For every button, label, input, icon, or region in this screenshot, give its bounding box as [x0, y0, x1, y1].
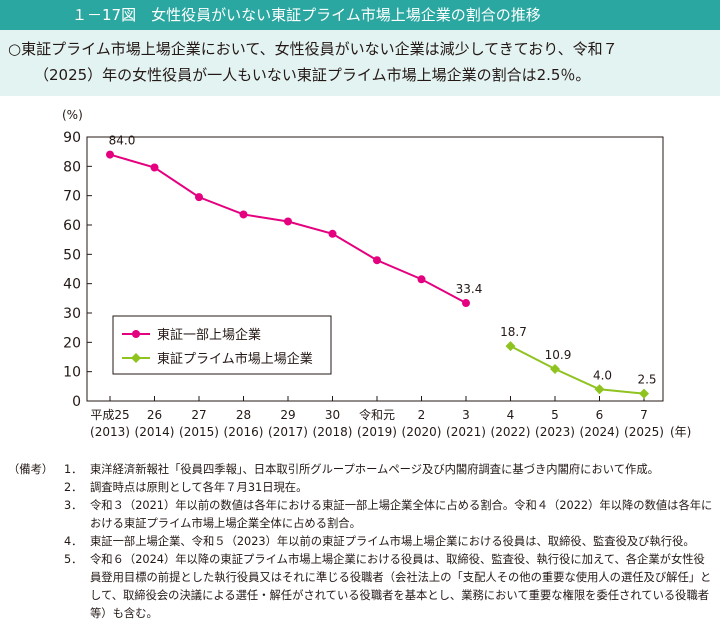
- data-label: 4.0: [593, 368, 612, 382]
- legend-label: 東証プライム市場上場企業: [157, 351, 313, 367]
- y-tick-label: 20: [63, 335, 81, 351]
- note-text: 令和６（2024）年以降の東証プライム市場上場企業における役員は、取締役、監査役…: [90, 553, 712, 620]
- note-text: 調査時点は原則として各年７月31日現在。: [90, 481, 308, 494]
- note-text: 東証一部上場企業、令和５（2023）年以前の東証プライム市場上場企業における役員…: [90, 535, 695, 548]
- series-2: 18.7 10.9 4.0 2.5: [500, 325, 657, 399]
- data-label: 84.0: [109, 134, 136, 148]
- x-tick-year: (2019): [357, 425, 397, 439]
- x-tick-label: 5: [551, 408, 559, 422]
- note-row: 2． 調査時点は原則として各年７月31日現在。: [8, 479, 714, 497]
- y-tick-label: 0: [72, 394, 81, 410]
- note-row: 5． 令和６（2024）年以降の東証プライム市場上場企業における役員は、取締役、…: [8, 551, 714, 623]
- note-text: 東洋経済新報社「役員四季報」、日本取引所グループホームページ及び内閣府調査に基づ…: [90, 463, 659, 476]
- y-tick-label: 70: [63, 189, 81, 205]
- y-axis-unit: (%): [62, 108, 83, 122]
- data-label: 2.5: [637, 373, 656, 387]
- x-tick-label: 4: [507, 408, 515, 422]
- data-point: [417, 275, 426, 284]
- y-tick-label: 50: [63, 247, 81, 263]
- x-tick-label: 27: [191, 408, 206, 422]
- x-tick-year: (2016): [224, 425, 264, 439]
- data-point: [639, 388, 649, 399]
- x-tick-year: (2017): [268, 425, 308, 439]
- x-tick-labels: 平成25(2013)26(2014)27(2015)28(2016)29(201…: [90, 407, 691, 439]
- figure-title: １－17図 女性役員がいない東証プライム市場上場企業の割合の推移: [0, 0, 720, 30]
- x-tick-label: 3: [462, 408, 470, 422]
- note-number: 5．: [64, 553, 83, 566]
- x-tick-year: (2013): [90, 425, 130, 439]
- note-row: 3． 令和３（2021）年以前の数値は各年における東証一部上場企業全体に占める割…: [8, 497, 714, 533]
- note-number: 2．: [64, 481, 83, 494]
- data-label: 33.4: [456, 282, 483, 296]
- x-tick-year: (2020): [402, 425, 442, 439]
- summary-box: ○東証プライム市場上場企業において、女性役員がいない企業は減少してきており、令和…: [0, 30, 720, 96]
- data-point: [239, 210, 248, 219]
- x-tick-year: (2022): [491, 425, 531, 439]
- x-tick-year: (2018): [313, 425, 353, 439]
- note-number: 4．: [64, 535, 83, 548]
- data-point: [150, 163, 159, 172]
- y-tick-label: 10: [63, 365, 81, 381]
- x-axis-unit: (年): [670, 425, 691, 439]
- x-tick-label: 30: [325, 408, 340, 422]
- y-tick-labels: 0 10 20 30 40 50 60 70 80 90 (%): [62, 108, 83, 410]
- legend-marker: [132, 330, 140, 338]
- note-number: 1．: [64, 463, 83, 476]
- x-tick-label: 2: [418, 408, 426, 422]
- data-point: [373, 256, 381, 265]
- y-tick-label: 40: [63, 277, 81, 293]
- note-row: 4． 東証一部上場企業、令和５（2023）年以前の東証プライム市場上場企業におけ…: [8, 533, 714, 551]
- x-tick-label: 令和元: [359, 407, 395, 422]
- notes-head: （備考）: [8, 463, 54, 476]
- x-tick-year: (2021): [446, 425, 486, 439]
- x-tick-label: 6: [596, 408, 604, 422]
- x-tick-year: (2023): [535, 425, 575, 439]
- x-tick-label: 29: [280, 408, 295, 422]
- x-tick-label: 28: [236, 408, 251, 422]
- legend-box: [112, 315, 332, 375]
- x-tick-year: (2025): [624, 425, 664, 439]
- data-point: [550, 364, 560, 375]
- data-point: [505, 341, 516, 352]
- note-number: 3．: [64, 499, 83, 512]
- y-tick-label: 60: [63, 218, 81, 234]
- series-line: [510, 345, 645, 395]
- data-label: 10.9: [545, 348, 572, 362]
- summary-line-1: ○東証プライム市場上場企業において、女性役員がいない企業は減少してきており、令和…: [8, 40, 618, 58]
- y-tick-label: 30: [63, 306, 81, 322]
- data-point: [195, 193, 203, 202]
- summary-line-2: （2025）年の女性役員が一人もいない東証プライム市場上場企業の割合は2.5％。: [34, 66, 591, 84]
- y-tick-label: 80: [63, 159, 81, 175]
- y-tick-label: 90: [63, 130, 81, 146]
- series-1: 84.0 33.4: [106, 134, 483, 308]
- chart-axes: [86, 136, 664, 402]
- data-point: [284, 217, 292, 226]
- series-layer: 84.0 33.4 18.7 10.9 4.0 2.5: [106, 134, 657, 399]
- data-point: [328, 229, 337, 238]
- series-line: [109, 153, 467, 304]
- data-point: [594, 384, 605, 395]
- x-tick-year: (2015): [179, 425, 219, 439]
- x-tick-year: (2024): [580, 425, 620, 439]
- legend-marker: [131, 353, 141, 363]
- x-tick-label: 26: [147, 408, 162, 422]
- note-text: 令和３（2021）年以前の数値は各年における東証一部上場企業全体に占める割合。令…: [90, 499, 713, 530]
- notes: （備考） 1． 東洋経済新報社「役員四季報」、日本取引所グループホームページ及び…: [8, 461, 714, 623]
- data-point: [106, 150, 114, 159]
- plot-frame: [86, 136, 664, 402]
- note-row: （備考） 1． 東洋経済新報社「役員四季報」、日本取引所グループホームページ及び…: [8, 461, 714, 479]
- x-tick-label: 7: [640, 408, 648, 422]
- x-tick-label: 平成25: [90, 408, 129, 422]
- legend-label: 東証一部上場企業: [157, 327, 261, 343]
- data-label: 18.7: [500, 325, 527, 339]
- x-tick-year: (2014): [135, 425, 175, 439]
- data-point: [462, 299, 470, 308]
